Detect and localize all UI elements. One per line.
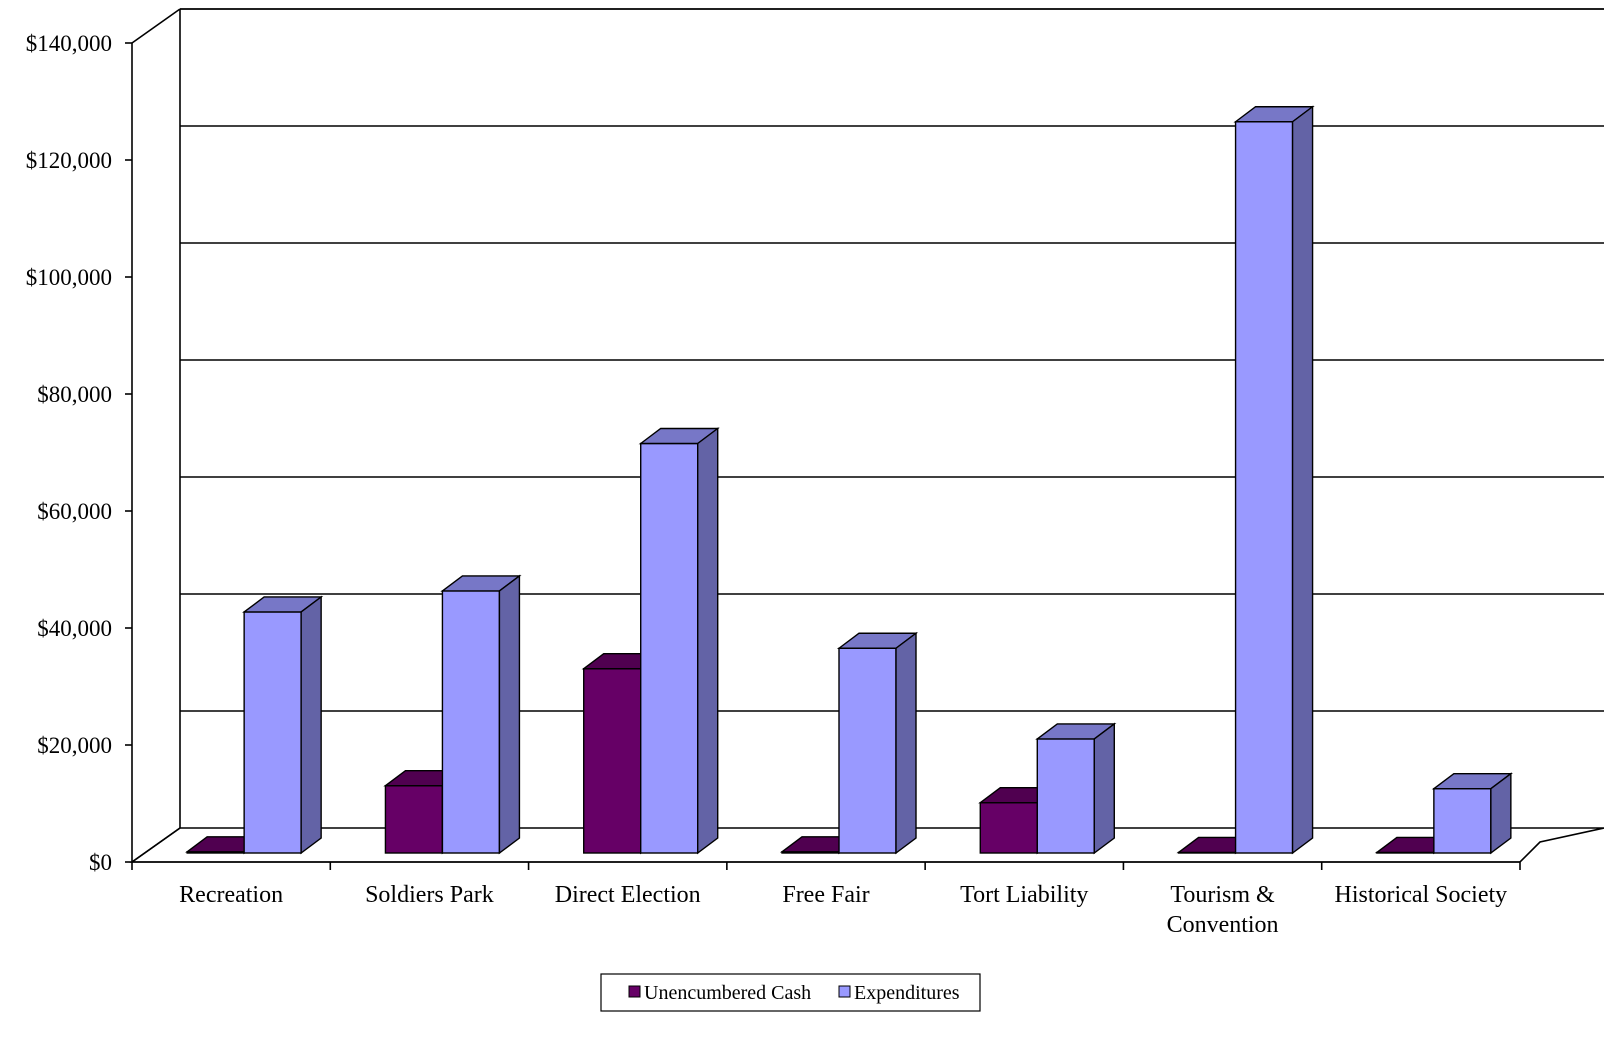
bar-expenditures: [1234, 121, 1294, 854]
x-category-label: Recreation: [179, 882, 283, 908]
bar-unencumbered-cash: [384, 785, 444, 854]
y-tick-label: $80,000: [37, 382, 112, 407]
bar-side-face: [300, 595, 322, 855]
bar-side-face: [498, 574, 521, 855]
y-tick-label: $140,000: [26, 31, 112, 56]
y-tick-label: $0: [89, 850, 112, 875]
x-category-label: Tort Liability: [960, 882, 1088, 908]
bar-expenditures: [243, 611, 302, 854]
x-category-label: Direct Election: [555, 882, 701, 908]
bar-unencumbered-cash: [583, 668, 642, 854]
x-category-label: Historical Society: [1335, 882, 1508, 908]
side-wall-top: [131, 8, 181, 44]
legend-box: [600, 973, 981, 1012]
bar-expenditures: [1036, 738, 1095, 854]
bar-expenditures: [441, 590, 501, 854]
legend-swatch: [838, 985, 851, 998]
x-category-label: Tourism &: [1170, 882, 1275, 908]
bar-side-face: [1093, 722, 1115, 855]
bar-expenditures: [640, 442, 699, 854]
x-category-label: Convention: [1167, 912, 1279, 938]
legend-label: Expenditures: [854, 982, 960, 1004]
bar-side-face: [895, 631, 917, 855]
bar-unencumbered-cash: [979, 801, 1038, 854]
bar-expenditures: [1433, 787, 1492, 854]
y-tick-label: $40,000: [37, 616, 112, 641]
bar-side-face: [1291, 105, 1314, 855]
legend-label: Unencumbered Cash: [644, 982, 811, 1004]
x-category-label: Free Fair: [782, 882, 869, 908]
bar-expenditures: [838, 647, 897, 854]
y-tick-label: $120,000: [26, 148, 112, 173]
bar-side-face: [697, 427, 719, 855]
bar-side-face: [1490, 772, 1512, 855]
y-tick-label: $100,000: [26, 265, 112, 290]
side-wall-bottom: [131, 827, 181, 863]
y-tick-label: $60,000: [37, 499, 112, 524]
legend-swatch: [628, 985, 641, 998]
y-tick-label: $20,000: [37, 733, 112, 758]
x-category-label: Soldiers Park: [365, 882, 494, 908]
